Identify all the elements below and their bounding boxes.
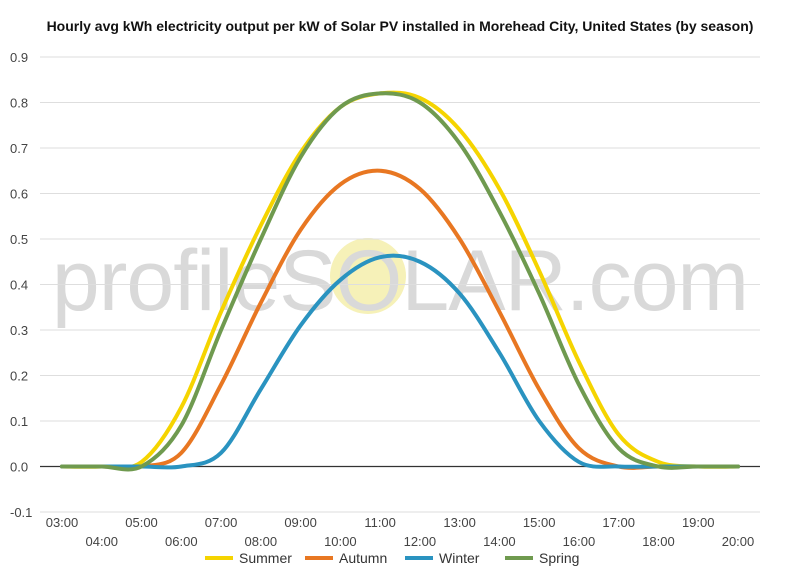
y-tick-label: 0.8	[10, 96, 28, 111]
x-tick-label: 20:00	[722, 534, 755, 549]
y-tick-label: 0.6	[10, 187, 28, 202]
y-axis-ticks: 0.9 0.8 0.7 0.6 0.5 0.4 0.3 0.2 0.1 0.0 -0.1	[10, 50, 32, 520]
x-tick-label: 12:00	[404, 534, 437, 549]
series-line-winter	[60, 253, 740, 470]
y-tick-label: 0.9	[10, 50, 28, 65]
series-lines	[60, 90, 740, 472]
y-tick-label: 0.2	[10, 369, 28, 384]
y-tick-label: 0.0	[10, 460, 28, 475]
legend-label: Winter	[439, 550, 480, 566]
y-tick-label: 0.7	[10, 141, 28, 156]
y-tick-label: 0.5	[10, 232, 28, 247]
watermark-text: profileSOLAR.com	[52, 233, 748, 329]
y-tick-label: 0.1	[10, 414, 28, 429]
x-tick-label: 18:00	[642, 534, 675, 549]
x-tick-label: 10:00	[324, 534, 357, 549]
x-tick-label: 11:00	[364, 515, 396, 530]
x-tick-label: 17:00	[602, 515, 635, 530]
y-tick-label: -0.1	[10, 505, 32, 520]
x-tick-label: 05:00	[125, 515, 158, 530]
x-tick-label: 16:00	[563, 534, 596, 549]
y-tick-label: 0.3	[10, 323, 28, 338]
gridlines	[40, 56, 760, 513]
x-tick-label: 14:00	[483, 534, 516, 549]
x-tick-label: 13:00	[443, 515, 476, 530]
x-tick-label: 08:00	[245, 534, 278, 549]
legend: Summer Autumn Winter Spring	[205, 550, 579, 566]
x-tick-label: 06:00	[165, 534, 198, 549]
x-tick-label: 04:00	[85, 534, 118, 549]
chart-title: Hourly avg kWh electricity output per kW…	[46, 18, 754, 34]
legend-label: Spring	[539, 550, 579, 566]
x-tick-label: 07:00	[205, 515, 238, 530]
x-axis-ticks: 03:00 04:00 05:00 06:00 07:00 08:00 09:00 10:00…	[46, 515, 755, 549]
legend-label: Autumn	[339, 550, 387, 566]
y-tick-label: 0.4	[10, 278, 28, 293]
series-line-spring	[60, 91, 740, 472]
x-tick-label: 09:00	[284, 515, 317, 530]
legend-label: Summer	[239, 550, 292, 566]
watermark: profileSOLAR.com	[52, 233, 749, 329]
x-tick-label: 19:00	[682, 515, 715, 530]
x-tick-label: 15:00	[523, 515, 556, 530]
x-tick-label: 03:00	[46, 515, 79, 530]
